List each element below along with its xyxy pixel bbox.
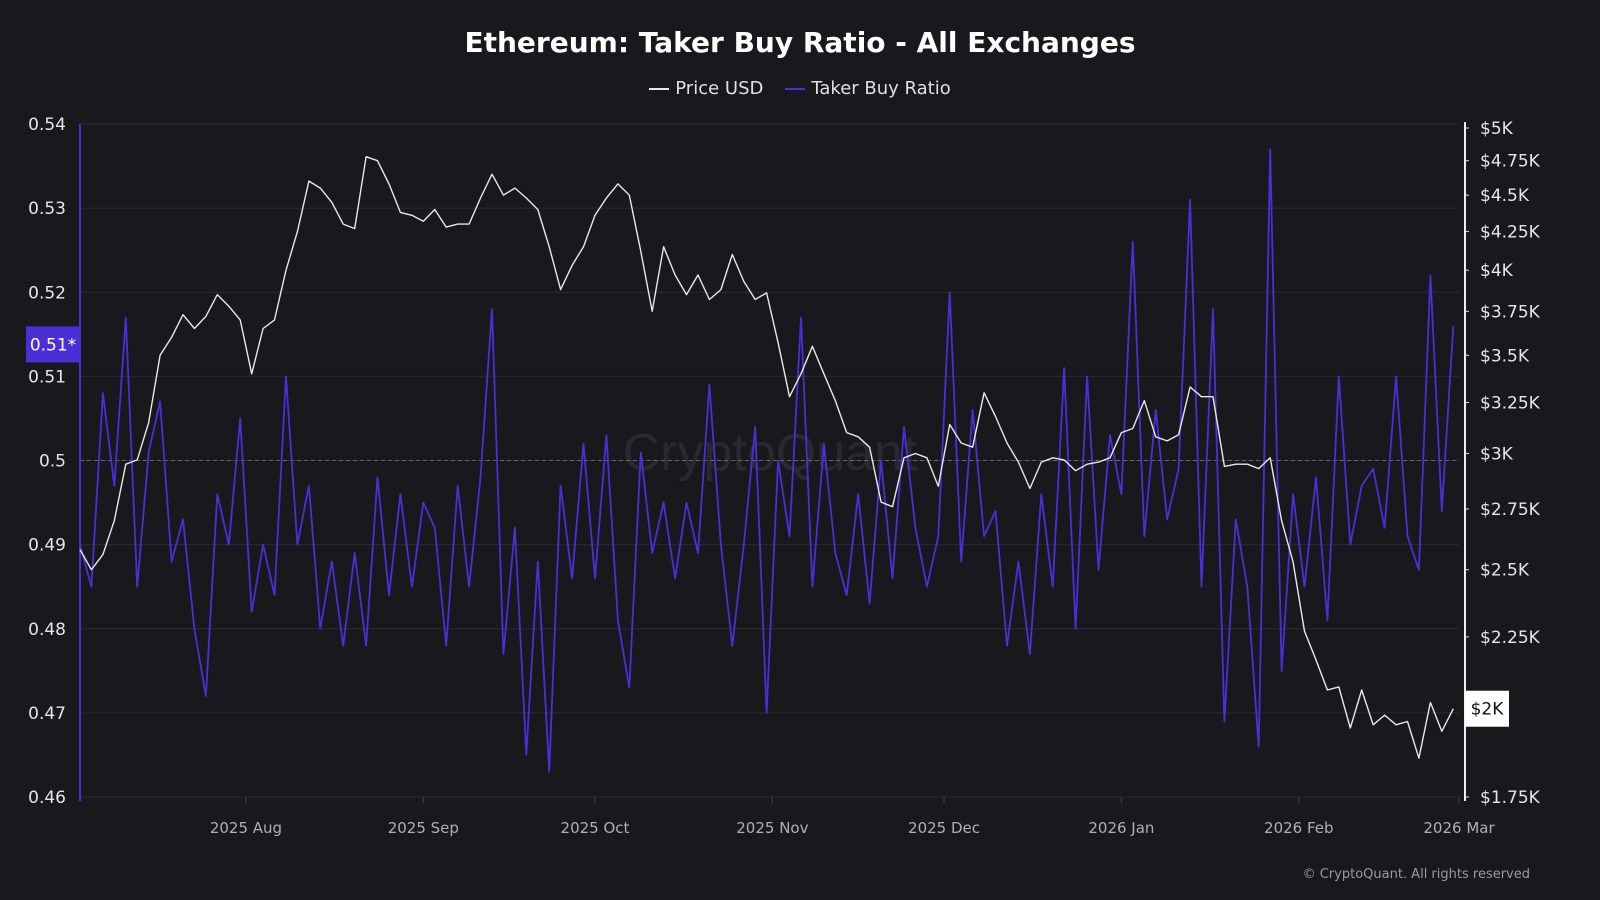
y-left-tick-label: 0.49 <box>28 536 66 556</box>
y-right-tick-label: $4.25K <box>1480 223 1541 243</box>
current-ratio-label: 0.51* <box>26 326 80 363</box>
current-price-text: $2K <box>1471 700 1505 720</box>
x-tick-label: 2026 Feb <box>1264 819 1334 837</box>
legend-item-taker-buy-ratio[interactable]: Taker Buy Ratio <box>785 78 951 99</box>
y-right-tick-label: $3.25K <box>1480 394 1541 414</box>
y-left-tick-label: 0.46 <box>28 788 66 808</box>
x-tick-label: 2025 Dec <box>908 819 980 837</box>
current-price-label: $2K <box>1465 690 1509 727</box>
y-right-tick-label: $3K <box>1480 445 1514 465</box>
copyright: © CryptoQuant. All rights reserved <box>1302 867 1530 882</box>
y-left-tick-label: 0.53 <box>28 199 66 219</box>
y-right-tick-label: $2.25K <box>1480 628 1541 648</box>
y-right-tick-label: $2.75K <box>1480 500 1541 520</box>
y-right-tick-label: $1.75K <box>1480 788 1541 808</box>
y-left-tick-label: 0.54 <box>28 115 66 135</box>
x-tick-label: 2025 Nov <box>736 819 808 837</box>
legend-label-ratio: Taker Buy Ratio <box>811 78 951 99</box>
y-left-tick-label: 0.51 <box>28 367 66 387</box>
watermark: CryptoQuant <box>623 424 918 482</box>
x-tick-label: 2026 Jan <box>1088 819 1154 837</box>
x-tick-label: 2025 Oct <box>561 819 630 837</box>
current-ratio-badge <box>26 326 80 363</box>
x-tick-label: 2025 Sep <box>388 819 459 837</box>
y-right-tick-label: $2.5K <box>1480 561 1530 581</box>
taker-buy-ratio-line <box>79 148 1455 773</box>
y-right-tick-label: $5K <box>1480 119 1514 139</box>
y-right-tick-label: $3.5K <box>1480 346 1530 366</box>
current-price-badge <box>1465 690 1509 727</box>
y-left-tick-label: 0.5 <box>39 452 66 472</box>
y-right-tick-label: $4.5K <box>1480 186 1530 206</box>
y-left-tick-label: 0.48 <box>28 620 66 640</box>
y-left-tick-label: 0.52 <box>28 283 66 303</box>
legend-swatch-price <box>649 87 670 90</box>
x-tick-label: 2026 Mar <box>1423 819 1495 837</box>
y-right-tick-label: $4.75K <box>1480 152 1541 172</box>
y-left-tick-label: 0.47 <box>28 704 66 724</box>
legend-item-price[interactable]: Price USD <box>649 78 763 99</box>
legend-label-price: Price USD <box>675 78 764 99</box>
price-usd-line <box>79 155 1454 759</box>
x-tick-label: 2025 Aug <box>210 819 282 837</box>
chart-title: Ethereum: Taker Buy Ratio - All Exchange… <box>464 26 1136 59</box>
legend: Price USD Taker Buy Ratio <box>0 78 1600 99</box>
legend-swatch-ratio <box>785 87 806 90</box>
current-ratio-text: 0.51* <box>30 335 76 355</box>
y-right-tick-label: $4K <box>1480 261 1514 281</box>
y-right-tick-label: $3.75K <box>1480 302 1541 322</box>
